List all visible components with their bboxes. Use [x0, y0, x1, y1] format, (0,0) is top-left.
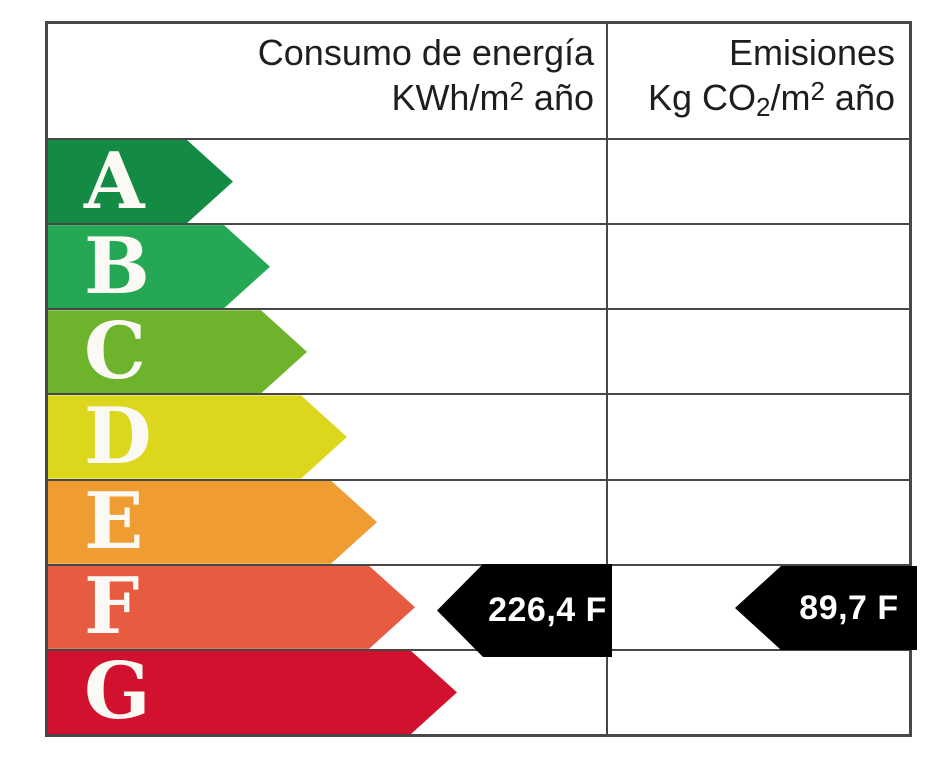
- rating-table: Consumo de energía KWh/m2 año Emisiones …: [45, 21, 917, 737]
- emissions-cell-d: [608, 395, 909, 478]
- rating-letter-e: E: [84, 476, 144, 568]
- emissions-unit-pre: Kg CO: [647, 77, 756, 118]
- emissions-unit-post: año: [824, 77, 895, 118]
- rating-row-b: B: [48, 225, 909, 311]
- rating-bar-d: D: [48, 395, 347, 478]
- energy-cell-e: E: [48, 480, 608, 564]
- emissions-cell-g: [608, 651, 909, 734]
- rating-row-d: D: [48, 395, 909, 481]
- rating-row-e: E: [48, 480, 909, 566]
- rating-bar-c: C: [48, 310, 307, 393]
- table-header: Consumo de energía KWh/m2 año Emisiones …: [48, 24, 909, 140]
- rating-letter-c: C: [84, 305, 147, 397]
- energy-column-header: Consumo de energía KWh/m2 año: [48, 24, 608, 138]
- energy-value-label: 226,4 F: [488, 591, 607, 629]
- energy-cell-c: C: [48, 310, 608, 394]
- energy-cell-g: G: [48, 650, 608, 734]
- emissions-unit-superscript: 2: [810, 76, 825, 106]
- rating-row-c: C: [48, 310, 909, 396]
- emissions-unit-subscript: 2: [755, 92, 771, 122]
- rating-row-a: A: [48, 140, 909, 226]
- rating-bar-a: A: [48, 140, 233, 223]
- rating-letter-b: B: [84, 220, 150, 312]
- emissions-column-header: Emisiones Kg CO2/m2 año: [608, 24, 909, 138]
- rating-letter-a: A: [84, 135, 145, 227]
- energy-cell-d: D: [48, 395, 608, 479]
- energy-unit-pre: KWh/m: [391, 77, 510, 118]
- energy-header-unit: KWh/m2 año: [54, 75, 594, 124]
- rating-letter-g: G: [84, 646, 151, 738]
- energy-unit-post: año: [523, 77, 594, 118]
- energy-cell-a: A: [48, 140, 608, 224]
- rating-bar-f: F: [48, 566, 415, 649]
- energy-cell-b: B: [48, 225, 608, 309]
- energy-unit-superscript: 2: [509, 76, 524, 106]
- emissions-value-label: 89,7 F: [799, 588, 899, 627]
- energy-cell-f: F: [48, 565, 608, 649]
- emissions-unit-mid: /m: [770, 77, 811, 118]
- rating-letter-f: F: [84, 561, 140, 653]
- rating-bar-e: E: [48, 481, 377, 564]
- rating-letter-d: D: [84, 390, 152, 482]
- energy-header-title: Consumo de energía: [257, 32, 594, 73]
- rating-bar-b: B: [48, 225, 270, 308]
- emissions-header-unit: Kg CO2/m2 año: [614, 75, 895, 124]
- emissions-cell-a: [608, 140, 909, 223]
- emissions-cell-e: [608, 481, 909, 564]
- rating-row-g: G: [48, 650, 909, 734]
- rating-bar-g: G: [48, 651, 457, 734]
- emissions-cell-b: [608, 225, 909, 308]
- emissions-header-title: Emisiones: [728, 32, 895, 73]
- emissions-cell-c: [608, 310, 909, 393]
